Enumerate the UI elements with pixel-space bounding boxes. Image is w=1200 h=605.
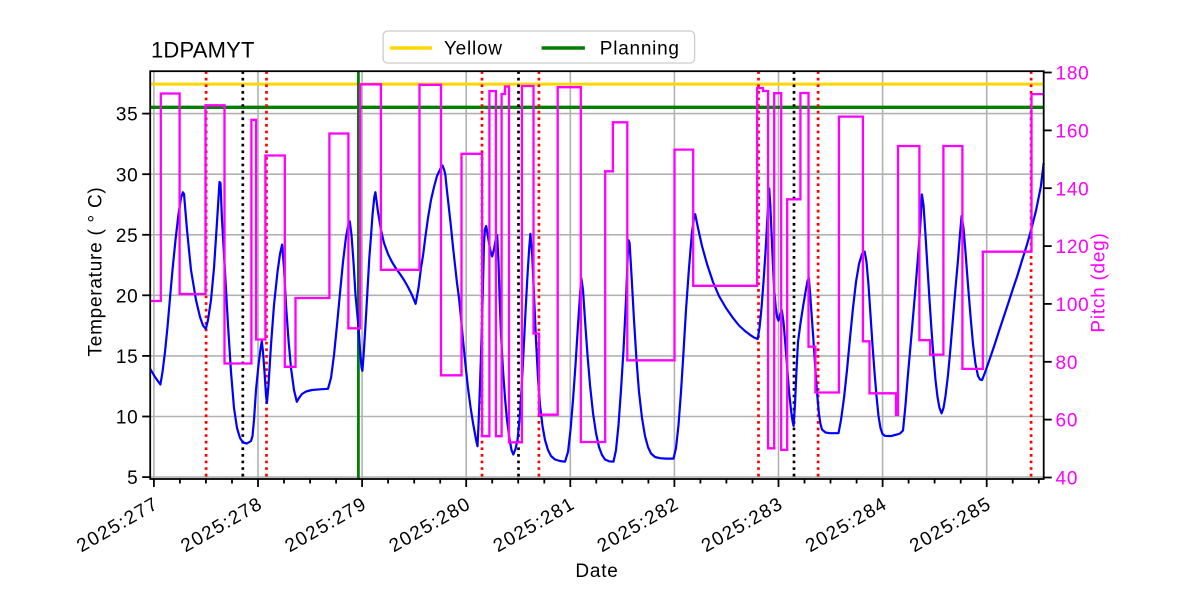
svg-text:40: 40 [1056, 469, 1079, 490]
svg-text:10: 10 [116, 408, 139, 429]
svg-text:30: 30 [116, 165, 139, 186]
svg-text:Yellow: Yellow [444, 39, 503, 60]
svg-text:100: 100 [1056, 295, 1090, 316]
svg-text:Date: Date [575, 561, 618, 582]
svg-text:15: 15 [116, 347, 139, 368]
svg-text:80: 80 [1056, 353, 1079, 374]
svg-text:Temperature ( ° C): Temperature ( ° C) [86, 187, 107, 357]
svg-text:Pitch (deg): Pitch (deg) [1089, 232, 1110, 332]
svg-text:120: 120 [1056, 237, 1090, 258]
svg-text:35: 35 [116, 105, 139, 126]
svg-text:180: 180 [1056, 64, 1090, 85]
svg-text:5: 5 [127, 468, 138, 489]
svg-text:140: 140 [1056, 179, 1090, 200]
svg-text:1DPAMYT: 1DPAMYT [151, 38, 255, 63]
svg-text:20: 20 [116, 286, 139, 307]
svg-text:Planning: Planning [600, 39, 680, 60]
svg-text:60: 60 [1056, 411, 1079, 432]
svg-text:160: 160 [1056, 122, 1090, 143]
svg-text:25: 25 [116, 226, 139, 247]
